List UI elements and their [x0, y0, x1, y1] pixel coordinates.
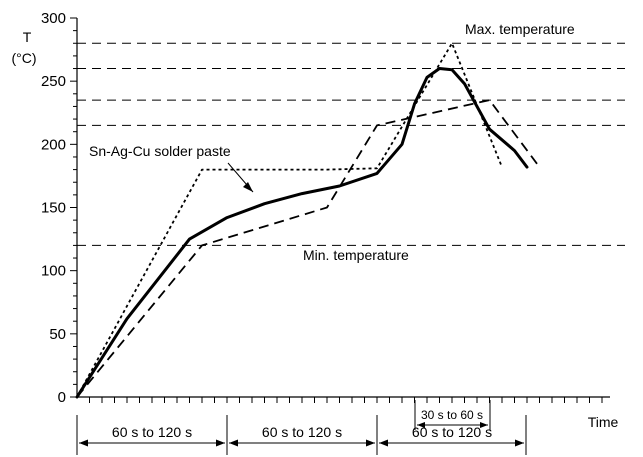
- interval-4-label: 30 s to 60 s: [421, 408, 483, 422]
- y-axis-unit: (°C): [11, 50, 36, 66]
- series-solid-thick-line: [75, 67, 529, 399]
- arrowhead: [417, 422, 425, 428]
- solder-paste-annotation: Sn-Ag-Cu solder paste: [89, 143, 231, 159]
- y-tick-label: 100: [41, 263, 66, 280]
- arrowhead: [379, 439, 388, 447]
- y-tick-label: 150: [41, 200, 66, 217]
- arrowhead: [515, 439, 524, 447]
- y-tick-label: 300: [41, 10, 66, 27]
- y-tick-label: 250: [41, 73, 66, 90]
- arrowhead: [79, 439, 88, 447]
- y-tick-label: 200: [41, 136, 66, 153]
- arrowhead: [229, 439, 238, 447]
- y-tick-label: 50: [49, 326, 66, 343]
- annotation-pointer-arrowhead: [243, 182, 253, 192]
- series-dashed-line: [76, 99, 541, 398]
- x-axis-label: Time: [588, 414, 619, 430]
- max-temperature-label: Max. temperature: [465, 21, 575, 37]
- arrowhead: [480, 422, 488, 428]
- interval-2-label: 60 s to 120 s: [262, 424, 342, 440]
- arrowhead: [216, 439, 225, 447]
- arrowhead: [366, 439, 375, 447]
- y-axis-label: T: [23, 29, 32, 45]
- interval-1-label: 60 s to 120 s: [112, 424, 192, 440]
- series-dotted-line: [76, 42, 503, 398]
- timing-brackets: 60 s to 120 s 60 s to 120 s 60 s to 120 …: [76, 400, 527, 455]
- y-tick-label: 0: [58, 389, 66, 406]
- min-temperature-label: Min. temperature: [303, 247, 409, 263]
- interval-3-label: 60 s to 120 s: [412, 424, 492, 440]
